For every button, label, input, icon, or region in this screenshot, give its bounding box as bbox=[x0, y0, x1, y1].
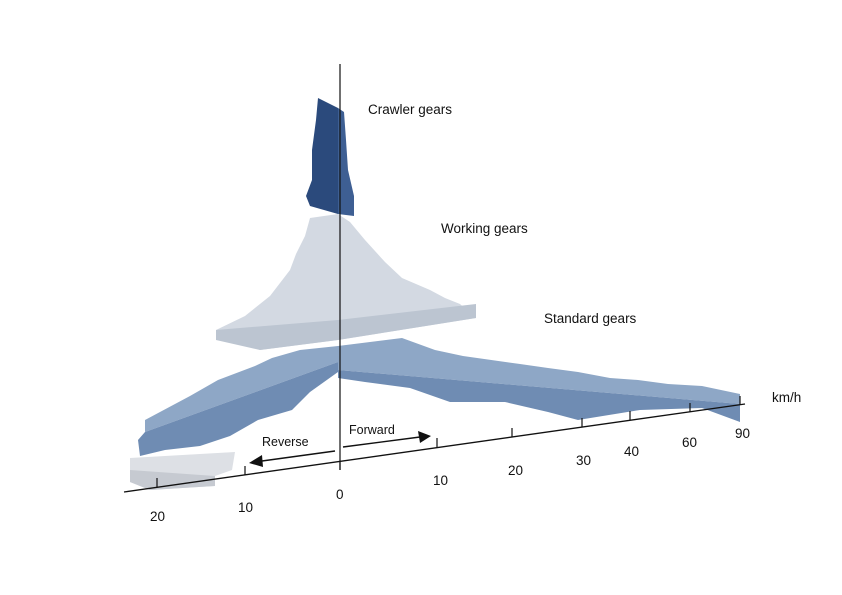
tick-label-30: 30 bbox=[576, 453, 591, 468]
horizontal-axis bbox=[123, 403, 746, 493]
crawler-gears-side bbox=[306, 98, 338, 214]
working-gears-label: Working gears bbox=[441, 221, 528, 236]
standard-reverse-top bbox=[145, 346, 338, 432]
tick-label-10: 10 bbox=[433, 473, 448, 488]
tick-label-90: 90 bbox=[735, 426, 750, 441]
standard-forward-top bbox=[338, 338, 740, 404]
standard-reverse-front bbox=[138, 362, 338, 456]
standard-gears-stack bbox=[130, 338, 740, 490]
reverse-light-slab-front bbox=[130, 470, 215, 490]
reverse-label: Reverse bbox=[262, 435, 309, 449]
tick-label-20: 20 bbox=[508, 463, 523, 478]
crawler-gears-stack bbox=[306, 98, 354, 216]
axis-ticks bbox=[156, 396, 741, 487]
standard-forward-front bbox=[338, 370, 740, 422]
standard-gears-label: Standard gears bbox=[544, 311, 637, 326]
arrow-right-icon bbox=[418, 431, 431, 443]
forward-arrow bbox=[342, 431, 431, 448]
tick-labels: 0 10 20 30 40 60 90 10 20 bbox=[150, 426, 750, 524]
tick-label-reverse-10: 10 bbox=[238, 500, 253, 515]
crawler-gears-label: Crawler gears bbox=[368, 102, 452, 117]
crawler-gears-front bbox=[338, 108, 354, 216]
tick-label-0: 0 bbox=[336, 487, 344, 502]
forward-label: Forward bbox=[349, 423, 395, 437]
working-gears-front bbox=[216, 304, 476, 350]
unit-label: km/h bbox=[772, 390, 801, 405]
tick-label-reverse-20: 20 bbox=[150, 509, 165, 524]
reverse-arrow bbox=[249, 450, 336, 467]
tick-label-60: 60 bbox=[682, 435, 697, 450]
tick-label-40: 40 bbox=[624, 444, 639, 459]
arrow-left-icon bbox=[249, 455, 263, 467]
working-gears-stack bbox=[216, 214, 476, 350]
